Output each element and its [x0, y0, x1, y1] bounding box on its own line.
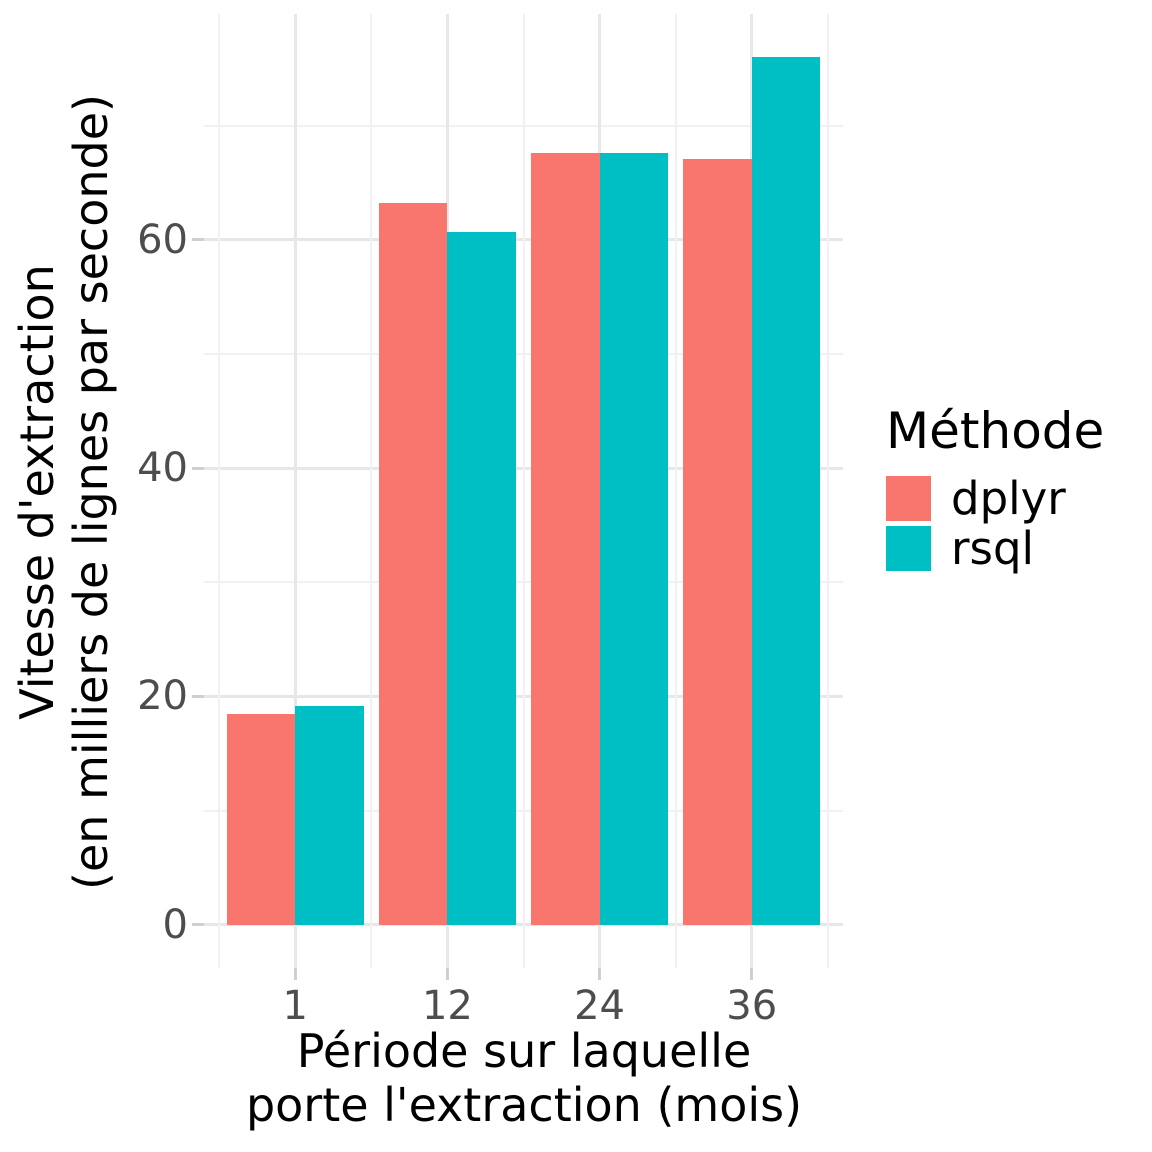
- legend-label-dplyr: dplyr: [951, 472, 1066, 525]
- y-tick-mark-20: [192, 694, 204, 698]
- gridline-major-x1: [293, 14, 297, 968]
- x-tick-label-36: 36: [726, 983, 778, 1029]
- x-axis-title-line2: porte l'extraction (mois): [245, 1078, 803, 1132]
- bar-dplyr-36: [683, 158, 752, 925]
- x-tick-label-1: 1: [282, 983, 308, 1029]
- bar-rsql-24: [599, 153, 669, 925]
- x-tick-mark-36: [750, 968, 754, 980]
- x-tick-label-24: 24: [574, 983, 626, 1029]
- y-tick-label-0: 0: [162, 901, 188, 948]
- gridline-minor-x1: [370, 14, 373, 968]
- bar-dplyr-24: [531, 153, 600, 925]
- x-tick-mark-1: [293, 968, 297, 980]
- legend-item-rsql: rsql: [886, 522, 1104, 575]
- legend-label-rsql: rsql: [951, 522, 1035, 575]
- legend-title: Méthode: [886, 402, 1105, 460]
- legend-keys: dplyr rsql: [886, 472, 1104, 575]
- bar-dplyr-12: [378, 203, 448, 925]
- gridline-minor-x2: [522, 14, 525, 968]
- bar-dplyr-1: [226, 713, 296, 925]
- legend-swatch-rsql: [886, 526, 931, 571]
- y-tick-label-20: 20: [137, 673, 188, 720]
- gridline-minor-x3: [674, 14, 677, 968]
- gridline-minor-x4: [826, 14, 829, 968]
- legend-swatch-dplyr: [886, 476, 931, 521]
- y-tick-label-60: 60: [137, 216, 188, 263]
- x-axis-title-line1: Période sur laquelle: [296, 1024, 752, 1078]
- bar-rsql-1: [295, 705, 364, 925]
- x-tick-mark-12: [445, 968, 449, 980]
- x-tick-label-12: 12: [421, 983, 473, 1029]
- gridline-minor-x0: [218, 14, 221, 968]
- legend: Méthode dplyr rsql: [886, 402, 1104, 576]
- bar-rsql-12: [447, 231, 516, 925]
- y-tick-label-40: 40: [137, 445, 188, 492]
- plot-panel: [204, 14, 843, 968]
- legend-item-dplyr: dplyr: [886, 472, 1104, 525]
- x-tick-mark-24: [598, 968, 602, 980]
- y-tick-mark-60: [192, 238, 204, 242]
- y-tick-mark-40: [192, 466, 204, 470]
- x-axis-title: Période sur laquelle porte l'extraction …: [124, 1024, 924, 1132]
- bar-rsql-36: [751, 57, 821, 925]
- y-tick-mark-0: [192, 923, 204, 927]
